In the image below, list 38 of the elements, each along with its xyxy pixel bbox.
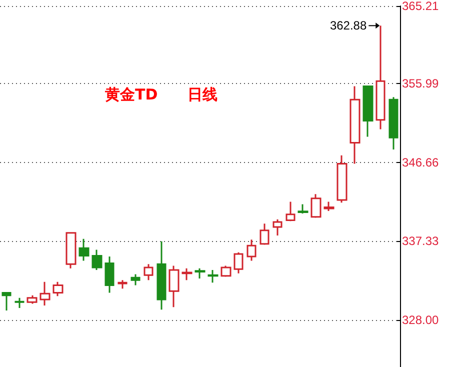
candlestick bbox=[260, 222, 270, 246]
candlestick bbox=[144, 263, 154, 281]
candlestick bbox=[156, 240, 166, 310]
candlestick bbox=[298, 204, 308, 214]
candlestick bbox=[118, 279, 128, 290]
candlestick bbox=[104, 256, 114, 294]
y-tick-label: 337.33 bbox=[402, 234, 440, 248]
candlestick bbox=[66, 231, 76, 270]
y-tick-label: 346.66 bbox=[402, 155, 440, 170]
candlestick bbox=[14, 297, 24, 309]
annotation: 362.88 bbox=[330, 18, 367, 33]
candlestick bbox=[194, 268, 206, 280]
candlestick bbox=[286, 200, 296, 222]
candlestick bbox=[246, 238, 256, 262]
y-tick-label: 328.00 bbox=[402, 312, 440, 327]
candlestick bbox=[168, 265, 180, 308]
candlestick bbox=[130, 273, 140, 286]
y-tick-label: 355.99 bbox=[402, 76, 440, 91]
candlestick bbox=[182, 268, 192, 281]
candlestick bbox=[2, 291, 12, 312]
text: 黄金TD 日线 bbox=[104, 86, 218, 104]
candlestick bbox=[234, 252, 244, 274]
candlestick bbox=[52, 281, 64, 297]
candlestick bbox=[376, 24, 386, 130]
candlestick bbox=[92, 249, 102, 271]
candlestick bbox=[388, 96, 398, 150]
candlestick bbox=[40, 281, 50, 306]
candlestick bbox=[336, 154, 348, 204]
candlestick bbox=[324, 200, 334, 212]
candlestick bbox=[78, 238, 90, 262]
candlestick bbox=[310, 193, 322, 218]
candlestick bbox=[350, 85, 360, 165]
candlestick bbox=[26, 294, 38, 305]
candlestick bbox=[272, 218, 282, 236]
candlestick bbox=[208, 269, 218, 284]
y-tick-label: 365.21 bbox=[402, 0, 440, 13]
candlestick bbox=[362, 85, 374, 138]
candlestick bbox=[220, 265, 232, 278]
